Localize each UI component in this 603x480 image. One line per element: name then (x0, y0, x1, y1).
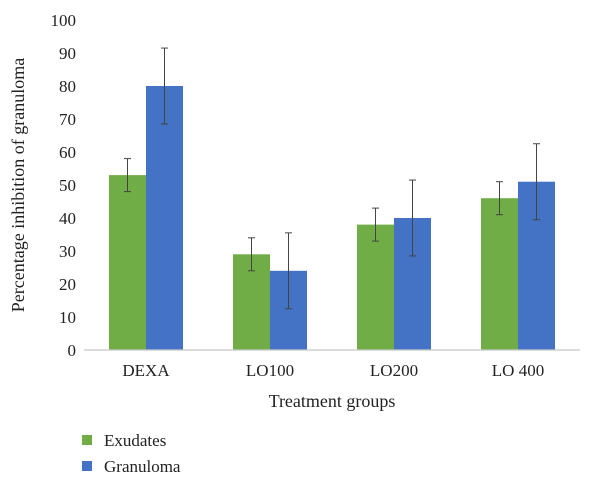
x-axis: DEXA LO100 LO200 LO 400 (122, 361, 544, 380)
y-axis: 0 10 20 30 40 50 60 70 80 90 100 (51, 11, 77, 360)
y-tick-label: 100 (51, 11, 77, 30)
error-bar-granuloma-lo400 (533, 143, 540, 221)
legend-item-exudates: Exudates (82, 431, 166, 450)
legend: Exudates Granuloma (82, 431, 181, 476)
error-bar-exudates-lo200 (372, 207, 379, 242)
error-bar-exudates-lo400 (496, 181, 503, 216)
error-bars-layer (124, 47, 540, 310)
legend-item-granuloma: Granuloma (82, 457, 181, 476)
y-tick-label: 40 (59, 209, 76, 228)
y-tick-label: 0 (68, 341, 77, 360)
error-bar-granuloma-lo100 (285, 232, 292, 310)
bars-layer (109, 86, 555, 350)
y-tick-label: 70 (59, 110, 76, 129)
error-bar-exudates-lo100 (248, 237, 255, 272)
y-tick-label: 90 (59, 44, 76, 63)
bar-granuloma-dexa (146, 86, 183, 350)
bar-exudates-lo200 (357, 224, 394, 350)
y-tick-label: 20 (59, 275, 76, 294)
y-tick-label: 10 (59, 308, 76, 327)
x-tick-label: LO200 (370, 361, 418, 380)
y-tick-label: 30 (59, 242, 76, 261)
error-bar-granuloma-lo200 (409, 179, 416, 257)
bar-exudates-dexa (109, 175, 146, 350)
x-axis-title: Treatment groups (269, 391, 396, 411)
y-axis-title: Percentage inhibition of granuloma (8, 58, 28, 312)
x-tick-label: LO 400 (492, 361, 544, 380)
x-tick-label: LO100 (246, 361, 294, 380)
legend-label: Exudates (104, 431, 166, 450)
x-tick-label: DEXA (122, 361, 170, 380)
legend-swatch (82, 435, 92, 445)
y-tick-label: 80 (59, 77, 76, 96)
y-tick-label: 50 (59, 176, 76, 195)
legend-label: Granuloma (104, 457, 181, 476)
error-bar-exudates-dexa (124, 158, 131, 193)
y-tick-label: 60 (59, 143, 76, 162)
bar-exudates-lo400 (481, 198, 518, 350)
legend-swatch (82, 461, 92, 471)
error-bar-granuloma-dexa (161, 47, 168, 125)
